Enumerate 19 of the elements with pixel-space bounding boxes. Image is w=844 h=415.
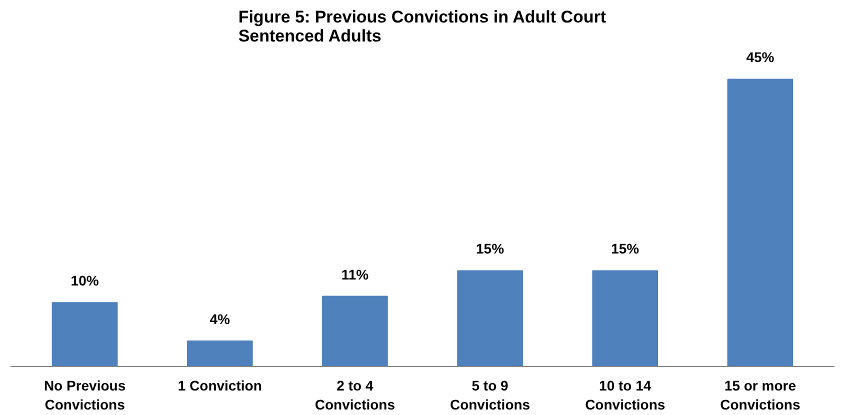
data-label: 11% — [341, 266, 370, 282]
bar — [727, 78, 794, 366]
data-label: 10% — [70, 272, 100, 289]
bar — [186, 340, 253, 366]
x-tick-label: 2 to 4 Convictions — [314, 378, 396, 413]
data-label: 15% — [476, 240, 505, 257]
data-label: 15% — [611, 240, 640, 257]
bar — [52, 302, 118, 366]
x-tick-label: No Previous Convictions — [44, 378, 126, 413]
bar — [457, 270, 523, 366]
data-label: 4% — [210, 310, 231, 327]
x-tick-label: 10 to 14 Convictions — [585, 378, 666, 413]
x-tick-label: 1 Conviction — [178, 378, 262, 394]
bar — [592, 270, 658, 366]
bar — [322, 296, 388, 366]
data-label: 45% — [746, 49, 775, 66]
x-tick-label: 15 or more Convictions — [720, 378, 800, 413]
x-tick-label: 5 to 9 Convictions — [450, 378, 530, 413]
chart-title: Figure 5: Previous Convictions in Adult Court Sentenced Adults — [238, 8, 606, 46]
